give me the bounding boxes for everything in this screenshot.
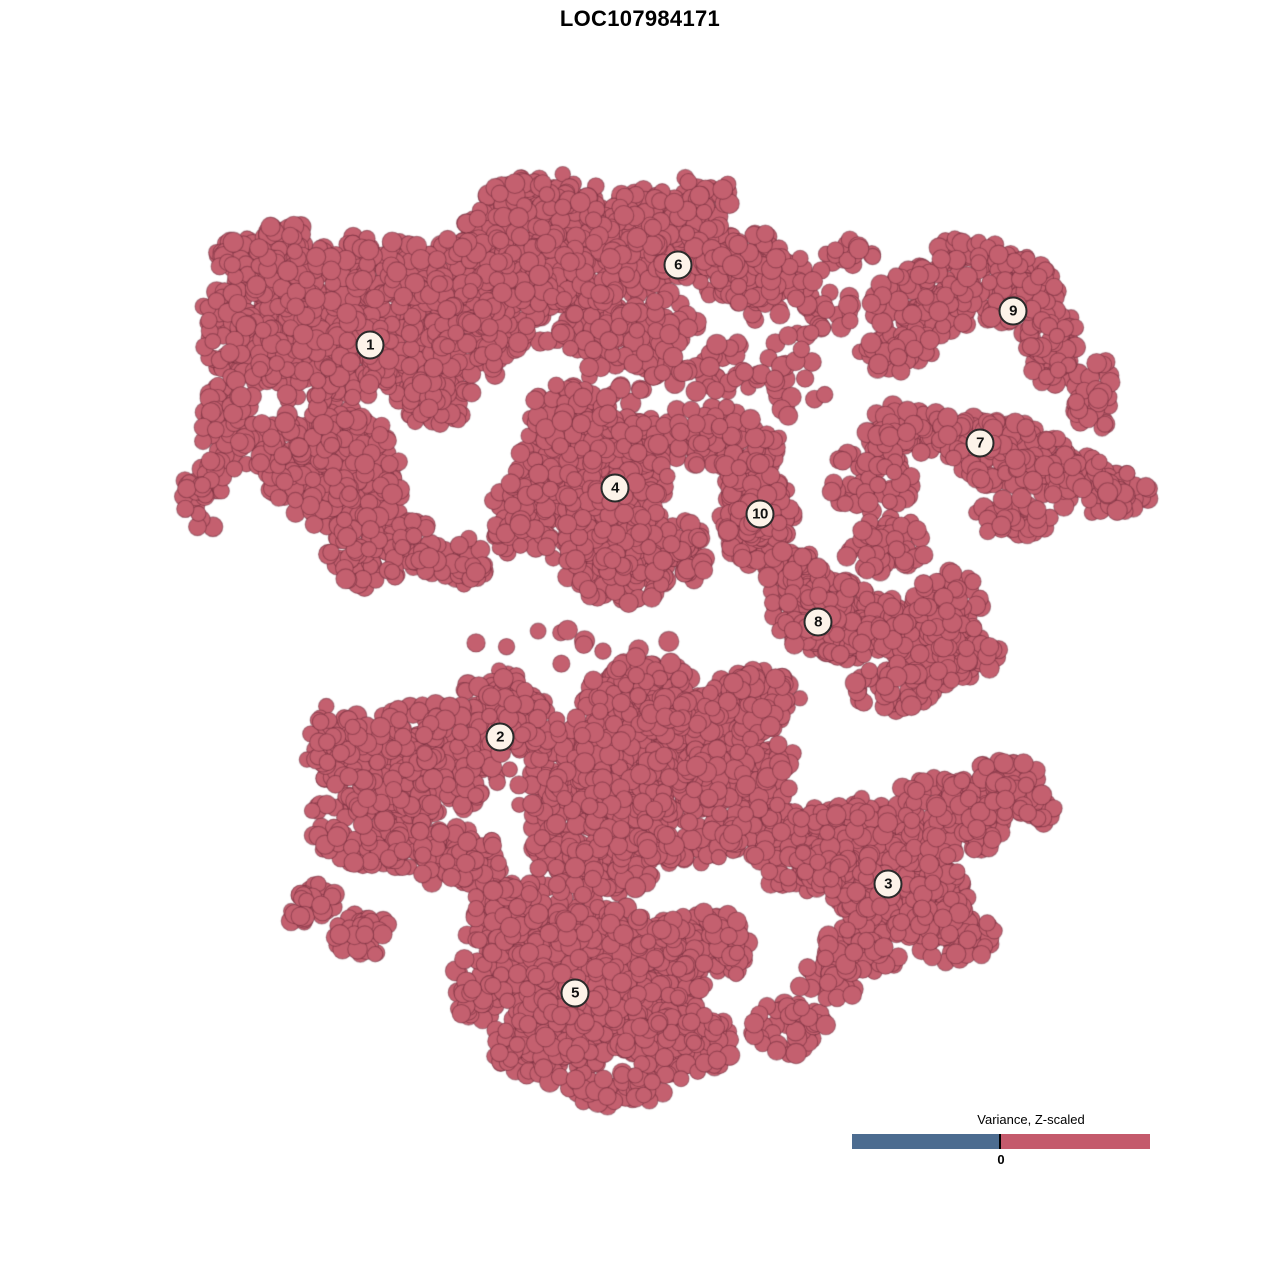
- cluster-label: 1: [355, 330, 385, 360]
- cluster-label: 9: [998, 296, 1028, 326]
- cluster-label: 6: [663, 250, 693, 280]
- cluster-label: 5: [560, 978, 590, 1008]
- cluster-label: 7: [965, 428, 995, 458]
- cluster-label: 8: [803, 607, 833, 637]
- cluster-label: 2: [485, 722, 515, 752]
- cluster-label: 4: [600, 473, 630, 503]
- cluster-label: 10: [745, 499, 775, 529]
- cluster-label: 3: [873, 869, 903, 899]
